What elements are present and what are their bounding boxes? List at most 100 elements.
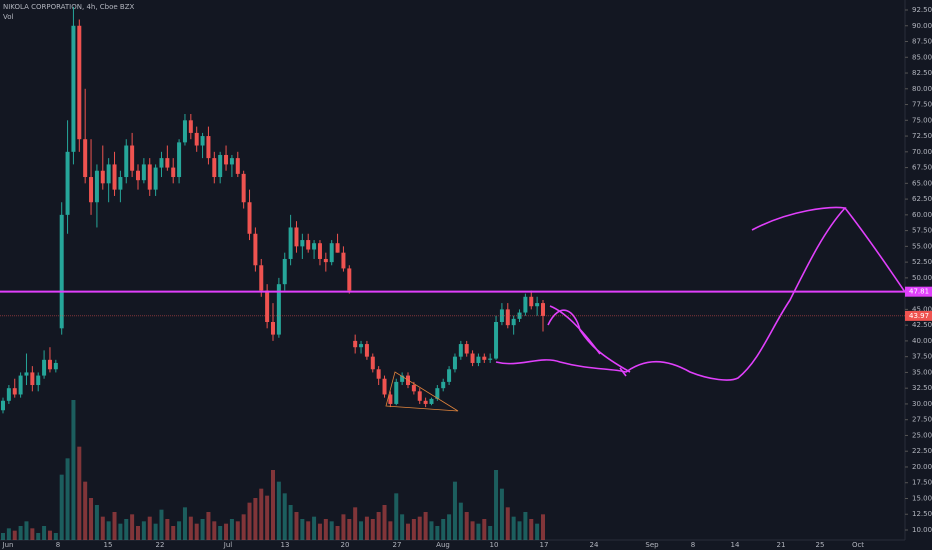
volume-bar [335,526,340,540]
volume-bar [18,526,23,540]
volume-bar [476,523,481,540]
candle-body [265,290,270,322]
y-tick-label: 80.00 [912,85,932,93]
volume-bar [247,502,252,540]
candle-body [294,227,299,247]
volume-bar [535,523,540,540]
candle-body [411,385,416,392]
candle-body [241,173,246,203]
volume-bar [300,519,305,540]
volume-bar [53,533,58,540]
volume-bar [124,519,129,540]
candle-body [535,303,540,307]
candle-body [458,344,463,357]
candle-body [94,170,99,203]
volume-bar [435,526,440,540]
volume-bar [400,514,405,540]
candle-body [247,202,252,234]
volume-bar [12,530,17,540]
x-tick-label: 13 [281,541,290,549]
volume-bar [452,481,457,540]
candle-body [36,375,41,386]
volume-bar [47,530,52,540]
volume-bar [229,519,234,540]
volume-bar [499,488,504,540]
volume-bar [241,514,246,540]
candle-body [441,381,446,389]
y-tick-label: 82.50 [912,69,932,77]
volume-bar [411,519,416,540]
candle-body [47,359,52,370]
volume-bar [429,521,434,540]
volume-bar [505,507,510,540]
y-tick-label: 15.00 [912,494,932,502]
y-tick-label: 45.00 [912,305,932,313]
volume-bar [253,498,258,540]
volume-bar [224,523,229,540]
volume-bar [370,519,375,540]
candle-body [224,154,229,165]
volume-bar [141,521,146,540]
x-tick-label: 21 [777,541,786,549]
candle-body [182,120,187,143]
candle-body [494,322,499,359]
candle-body [100,170,105,184]
candle-body [523,296,528,313]
candle-body [141,164,146,181]
volume-bar [165,519,170,540]
marks [1,6,545,540]
volume-bar [382,505,387,540]
y-tick-label: 67.50 [912,164,932,172]
candle-body [447,369,452,382]
y-tick-label: 85.00 [912,53,932,61]
volume-bar [417,516,422,540]
volume-bar [235,521,240,540]
candle-body [30,372,35,386]
x-tick-label: Jun [2,541,14,549]
volume-bar [523,512,528,540]
volume-bar [529,519,534,540]
candle-body [77,25,82,140]
candle-body [89,177,94,203]
volume-bar [517,521,522,540]
volume-bar [388,521,393,540]
volume-bar [36,533,41,540]
volume-bar [406,523,410,540]
volume-bar [6,528,11,540]
volume-bar [259,488,264,540]
candle-body [376,369,381,379]
candle-body [317,243,322,259]
volume-bar [341,514,346,540]
volume-bar [194,523,199,540]
volume-bar [42,526,47,540]
volume-bar [488,526,493,540]
volume-bar [494,470,499,540]
candle-body [499,309,504,322]
volume-bar [118,523,123,540]
last-price-label: 43.97 [909,312,929,320]
candle-body [452,356,457,370]
volume-bar [218,526,223,540]
candle-body [206,136,211,159]
last-price-tag [905,310,932,321]
candle-body [347,268,352,291]
volume-bar [353,507,358,540]
volume-bar [177,521,182,540]
volume-bar [482,519,487,540]
y-tick-label: 60.00 [912,211,932,219]
candle-body [276,284,281,335]
x-tick-label: 24 [590,541,599,549]
volume-bar [312,516,317,540]
volume-bar [464,512,469,540]
candle-body [159,158,164,168]
volume-bar [282,493,287,540]
volume-bar [71,400,76,540]
candle-body [229,158,234,165]
y-tick-label: 12.50 [912,510,932,518]
candle-body [488,358,493,360]
volume-bar [294,512,299,540]
y-tick-label: 50.00 [912,274,932,282]
volume-bar [276,481,281,540]
candle-body [1,400,5,411]
volume-bar [423,512,428,540]
